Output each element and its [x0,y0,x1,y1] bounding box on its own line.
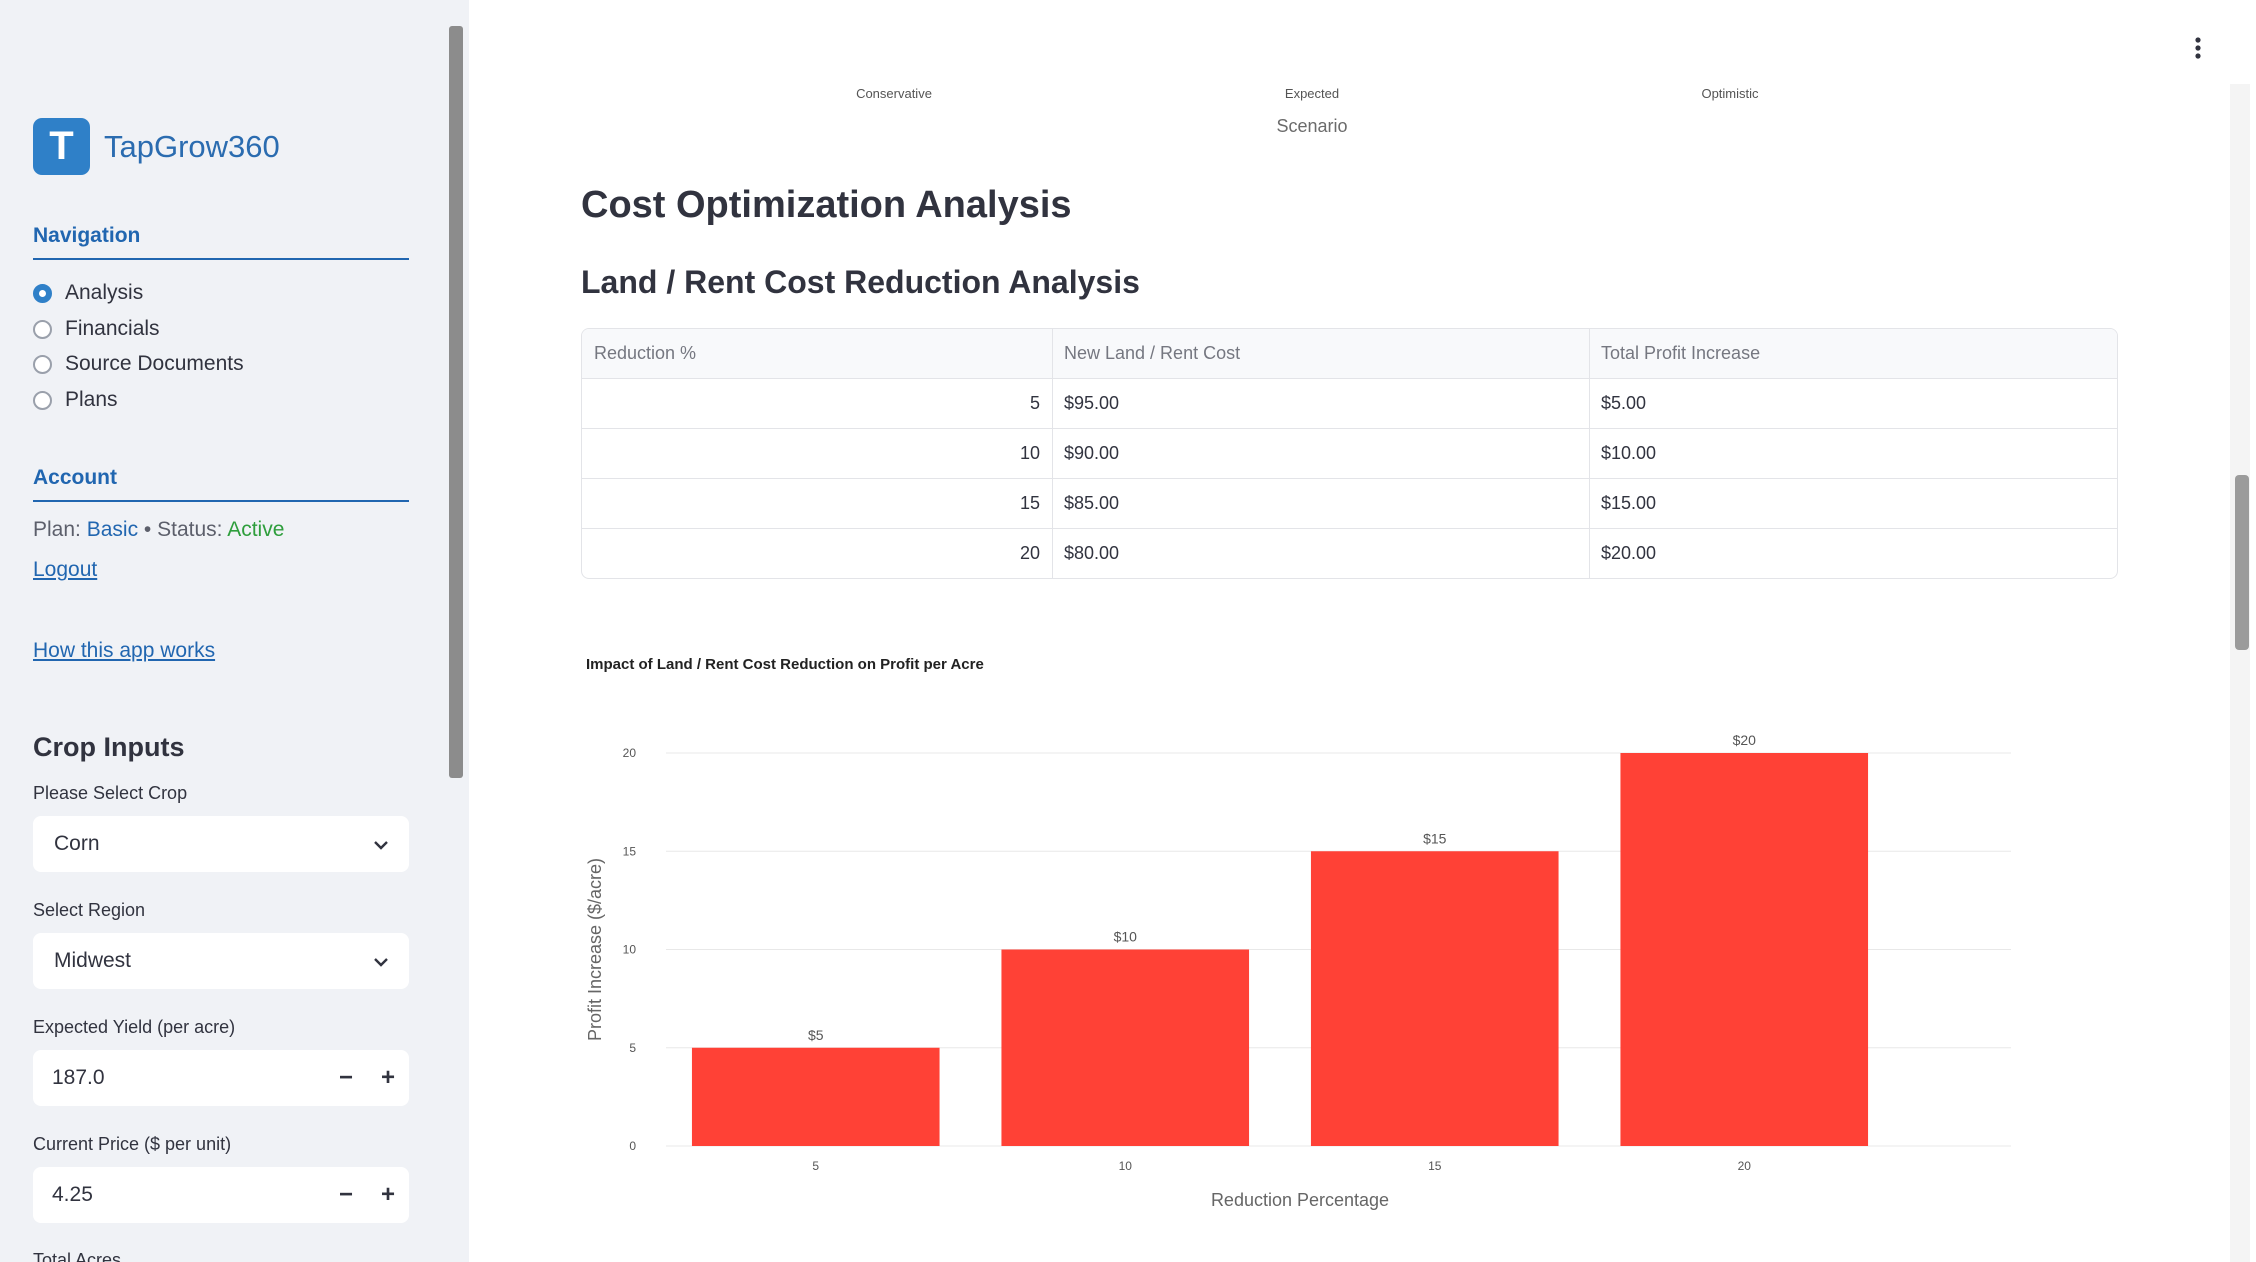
table-row: 5 $95.00 $5.00 [582,378,2117,428]
main-scrollbar-thumb[interactable] [2235,475,2249,650]
chart-title: Impact of Land / Rent Cost Reduction on … [586,656,984,673]
increment-button[interactable]: + [380,1064,395,1091]
table-row: 15 $85.00 $15.00 [582,478,2117,528]
table-cell[interactable]: 15 [1019,493,1040,513]
section-heading: Land / Rent Cost Reduction Analysis [581,264,1140,300]
crop-select-label: Please Select Crop [33,783,188,803]
how-app-works-link[interactable]: How this app works [33,639,216,662]
price-number-input[interactable]: 4.25 − + [33,1167,409,1223]
bar[interactable] [1310,851,1559,1146]
nav-radio-label: Financials [65,317,160,340]
table-header-cell[interactable]: Total Profit Increase [1589,329,2117,378]
nav-radio-label: Source Documents [65,352,244,375]
table-cell[interactable]: $5.00 [1589,379,2117,428]
price-input-value[interactable]: 4.25 [52,1183,93,1206]
region-select-value: Midwest [54,949,132,972]
acres-input-label: Total Acres [33,1250,122,1262]
main-content: Conservative Expected Optimistic Scenari… [469,0,2256,1262]
table-cell[interactable]: $10.00 [1589,429,2117,478]
y-tick-label: 0 [629,1139,636,1153]
table-header-row: Reduction % New Land / Rent Cost Total P… [582,329,2117,378]
y-tick-label: 20 [623,746,637,760]
bar[interactable] [1620,753,1869,1146]
bar[interactable] [691,1047,940,1146]
chevron-down-icon [361,834,401,855]
sidebar-scrollbar[interactable] [449,26,463,778]
separator: • [143,518,152,541]
logout-link[interactable]: Logout [33,558,98,581]
main-scrollbar-track[interactable] [2230,84,2250,1262]
plan-status-line: Plan: Basic • Status: Active [33,518,284,542]
nav-radio-label: Plans [65,388,118,411]
bar-data-label: $5 [808,1027,824,1043]
chevron-down-icon [361,951,401,972]
sidebar: T TapGrow360 Navigation Analysis Financi… [0,0,469,1262]
increment-button[interactable]: + [380,1181,395,1208]
x-tick-label: 20 [1738,1159,1752,1173]
radio-unselected-icon [33,354,52,374]
nav-radio-plans[interactable]: Plans [33,388,118,412]
plan-value: Basic [86,518,139,541]
crop-select-value: Corn [54,832,100,855]
scenario-tick-label: Conservative [856,86,932,101]
navigation-title: Navigation [33,224,409,260]
profit-bar-chart[interactable]: 0 5 10 15 20 $5 5 $10 10 $15 15 $20 20 Reduction Perc… [581,700,2141,1220]
radio-unselected-icon [33,390,52,410]
app-logo[interactable]: T TapGrow360 [33,118,280,175]
table-row: 10 $90.00 $10.00 [582,428,2117,478]
x-tick-label: 15 [1428,1159,1442,1173]
region-select[interactable]: Midwest [33,933,409,989]
crop-inputs-title: Crop Inputs [33,732,185,762]
region-select-label: Select Region [33,900,146,920]
nav-radio-label: Analysis [65,281,144,304]
table-header-cell[interactable]: New Land / Rent Cost [1052,329,1589,378]
nav-radio-source-documents[interactable]: Source Documents [33,352,244,376]
bar-data-label: $20 [1733,732,1757,748]
bar[interactable] [1001,949,1250,1147]
table-cell[interactable]: $80.00 [1052,529,1589,578]
y-tick-label: 5 [629,1041,636,1055]
table-cell[interactable]: $20.00 [1589,529,2117,578]
nav-radio-analysis[interactable]: Analysis [33,281,143,305]
x-tick-label: 10 [1119,1159,1133,1173]
x-tick-label: 5 [812,1159,819,1173]
y-tick-label: 15 [623,844,637,858]
decrement-button[interactable]: − [338,1181,353,1208]
table-cell[interactable]: $85.00 [1052,479,1589,528]
decrement-button[interactable]: − [338,1064,353,1091]
bar-data-label: $15 [1423,830,1447,846]
y-tick-label: 10 [623,943,637,957]
table-cell[interactable]: 5 [1029,393,1040,413]
scenario-axis-title: Scenario [1276,116,1348,136]
plan-label: Plan: [33,518,81,541]
status-label: Status: [157,518,223,541]
yield-number-input[interactable]: 187.0 − + [33,1050,409,1106]
table-cell[interactable]: 10 [1019,443,1040,463]
account-title: Account [33,466,409,502]
table-cell[interactable]: $90.00 [1052,429,1589,478]
nav-radio-financials[interactable]: Financials [33,317,160,341]
app-name: TapGrow360 [104,128,280,164]
bar-data-label: $10 [1114,929,1138,945]
status-value: Active [227,518,285,541]
yield-input-label: Expected Yield (per acre) [33,1017,236,1037]
scenario-tick-label: Expected [1284,86,1340,101]
table-row: 20 $80.00 $20.00 [582,528,2117,578]
y-axis-title: Profit Increase ($/acre) [585,858,605,1041]
crop-select[interactable]: Corn [33,816,409,872]
scenario-tick-label: Optimistic [1701,86,1759,101]
yield-input-value[interactable]: 187.0 [52,1066,105,1089]
radio-selected-icon [33,283,52,303]
radio-unselected-icon [33,319,52,339]
more-menu-icon[interactable] [2193,36,2203,65]
page-heading: Cost Optimization Analysis [581,184,1072,226]
table-cell[interactable]: 20 [1019,543,1040,563]
x-axis-title: Reduction Percentage [1211,1190,1389,1210]
reduction-table[interactable]: Reduction % New Land / Rent Cost Total P… [581,328,2118,579]
table-header-cell[interactable]: Reduction % [594,343,697,363]
logo-badge-icon: T [33,118,90,175]
price-input-label: Current Price ($ per unit) [33,1134,232,1154]
table-cell[interactable]: $15.00 [1589,479,2117,528]
table-cell[interactable]: $95.00 [1052,379,1589,428]
